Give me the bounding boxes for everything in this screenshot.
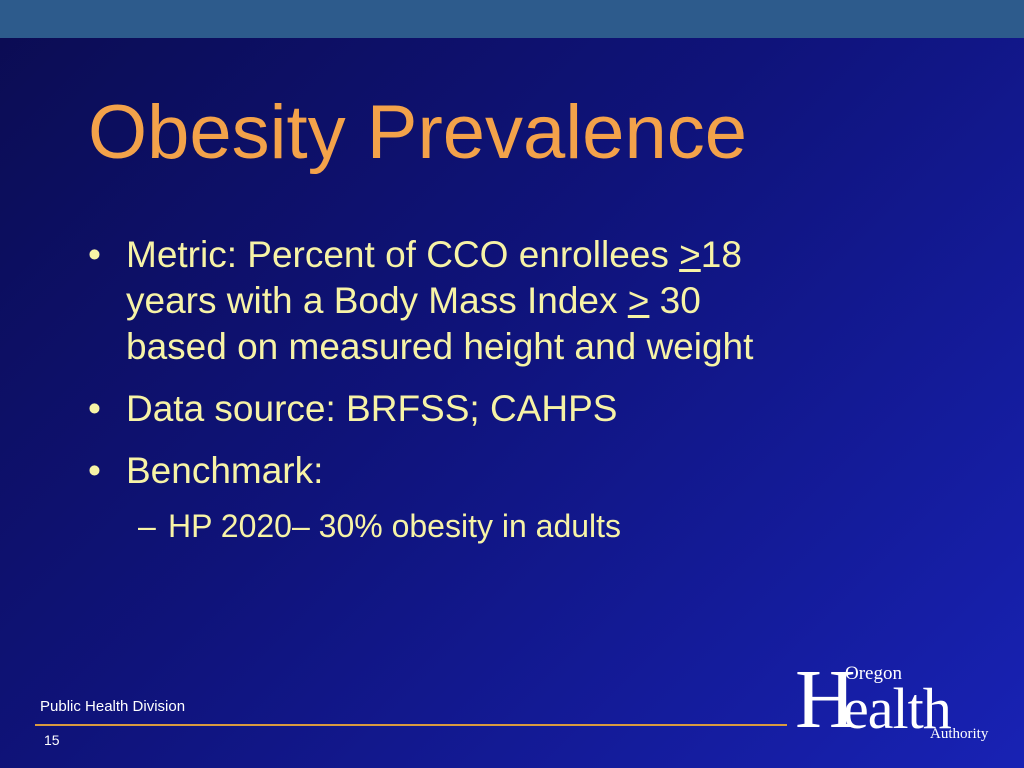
footer-divider bbox=[35, 724, 787, 726]
logo-letter-h: H bbox=[795, 653, 856, 746]
bullet-data-source: • Data source: BRFSS; CAHPS bbox=[88, 386, 988, 432]
sub-bullet-dash: – bbox=[138, 508, 156, 544]
metric-text-c: years with a Body Mass Index bbox=[126, 280, 628, 321]
data-source-text: Data source: BRFSS; CAHPS bbox=[126, 388, 618, 429]
bullet-metric: • Metric: Percent of CCO enrollees >18 y… bbox=[88, 232, 988, 370]
bullet-dot: • bbox=[88, 234, 101, 275]
bullet-benchmark: • Benchmark: bbox=[88, 448, 988, 494]
metric-text-a: Metric: Percent of CCO enrollees bbox=[126, 234, 680, 275]
footer-division: Public Health Division bbox=[40, 698, 186, 715]
sub-bullet-hp2020: – HP 2020– 30% obesity in adults bbox=[138, 506, 988, 546]
hp2020-text: HP 2020– 30% obesity in adults bbox=[168, 508, 622, 544]
page-number: 15 bbox=[44, 732, 60, 748]
top-banner bbox=[0, 0, 1024, 38]
logo-word-authority: Authority bbox=[930, 726, 989, 742]
gte-symbol: > bbox=[627, 280, 650, 321]
logo-word-ealth: ealth bbox=[843, 676, 952, 741]
metric-text-d: 30 bbox=[649, 280, 701, 321]
bullet-dot: • bbox=[88, 388, 101, 429]
metric-text-e: based on measured height and weight bbox=[126, 326, 754, 367]
metric-text-b: 18 bbox=[700, 234, 742, 275]
bullet-dot: • bbox=[88, 450, 101, 491]
benchmark-text: Benchmark: bbox=[126, 450, 324, 491]
gte-symbol: > bbox=[679, 234, 701, 275]
oha-logo: H Oregon ealth Authority bbox=[795, 658, 1000, 744]
bullet-list: • Metric: Percent of CCO enrollees >18 y… bbox=[88, 232, 988, 546]
logo-word-oregon: Oregon bbox=[845, 663, 902, 684]
slide-title: Obesity Prevalence bbox=[88, 90, 747, 175]
